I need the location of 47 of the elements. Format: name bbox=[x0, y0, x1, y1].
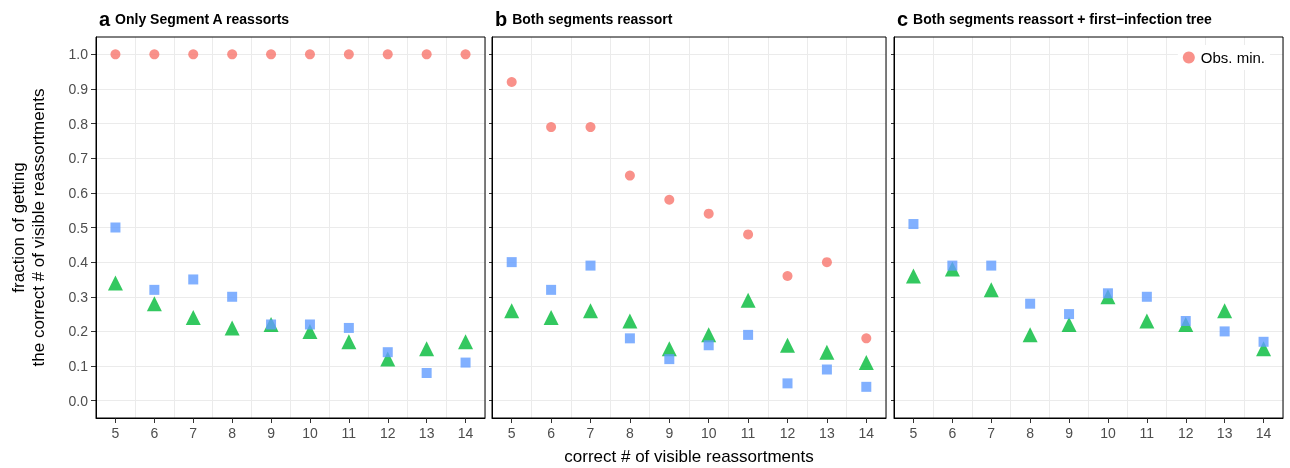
x-tick-label: 10 bbox=[302, 425, 318, 441]
x-tick-label: 5 bbox=[909, 425, 918, 441]
chart-title: a Only Segment A reassorts bbox=[99, 8, 290, 30]
x-tick-label: 11 bbox=[1139, 425, 1155, 441]
x-tick-label: 11 bbox=[341, 425, 357, 441]
x-tick-label: 11 bbox=[740, 425, 756, 441]
y-tick-label: 0.4 bbox=[68, 254, 89, 271]
y-tick-label: 0.2 bbox=[68, 323, 89, 340]
x-tick-label: 6 bbox=[948, 425, 957, 441]
x-tick-label: 8 bbox=[1026, 425, 1035, 441]
x-tick-label: 14 bbox=[858, 425, 875, 441]
x-tick-label: 7 bbox=[189, 425, 198, 441]
y-tick-label: 0.6 bbox=[68, 184, 89, 201]
y-tick-label: 0.9 bbox=[68, 80, 89, 97]
x-tick-label: 13 bbox=[418, 425, 435, 441]
x-tick-label: 5 bbox=[111, 425, 120, 441]
legend-label: Obs. min. bbox=[1200, 49, 1266, 66]
x-tick-label: 9 bbox=[267, 425, 276, 441]
chart-title: c Both segments reassort + first−infection tree bbox=[897, 8, 1213, 30]
x-tick-label: 9 bbox=[665, 425, 674, 441]
x-tick-label: 14 bbox=[1255, 425, 1272, 441]
x-tick-label: 6 bbox=[150, 425, 159, 441]
x-tick-label: 10 bbox=[1100, 425, 1116, 441]
x-tick-label: 12 bbox=[779, 425, 796, 441]
x-tick-label: 10 bbox=[700, 425, 717, 441]
x-tick-label: 9 bbox=[1065, 425, 1074, 441]
x-tick-label: 14 bbox=[457, 425, 474, 441]
y-tick-label: 0.5 bbox=[68, 219, 89, 236]
x-tick-label: 7 bbox=[987, 425, 996, 441]
y-tick-label: 0.3 bbox=[68, 288, 89, 305]
x-tick-label: 12 bbox=[1177, 425, 1194, 441]
y-tick-label: 0.7 bbox=[68, 150, 89, 167]
y-tick-label: 1.0 bbox=[68, 46, 89, 63]
chart-title: b Both segments reassort bbox=[495, 8, 673, 30]
x-tick-label: 7 bbox=[586, 425, 595, 441]
x-tick-label: 13 bbox=[1216, 425, 1233, 441]
x-axis-title: correct # of visible reassortments bbox=[564, 447, 814, 466]
x-tick-label: 8 bbox=[626, 425, 634, 441]
x-tick-label: 6 bbox=[547, 425, 556, 441]
y-tick-label: 0.8 bbox=[68, 115, 89, 132]
x-tick-label: 12 bbox=[379, 425, 396, 441]
y-axis-title: fraction of getting the correct # of visible reassortments bbox=[8, 88, 48, 367]
x-tick-label: 13 bbox=[819, 425, 835, 441]
y-tick-label: 0.0 bbox=[68, 392, 89, 409]
x-tick-label: 5 bbox=[507, 425, 516, 441]
x-tick-label: 8 bbox=[228, 425, 237, 441]
y-tick-label: 0.1 bbox=[68, 358, 89, 375]
